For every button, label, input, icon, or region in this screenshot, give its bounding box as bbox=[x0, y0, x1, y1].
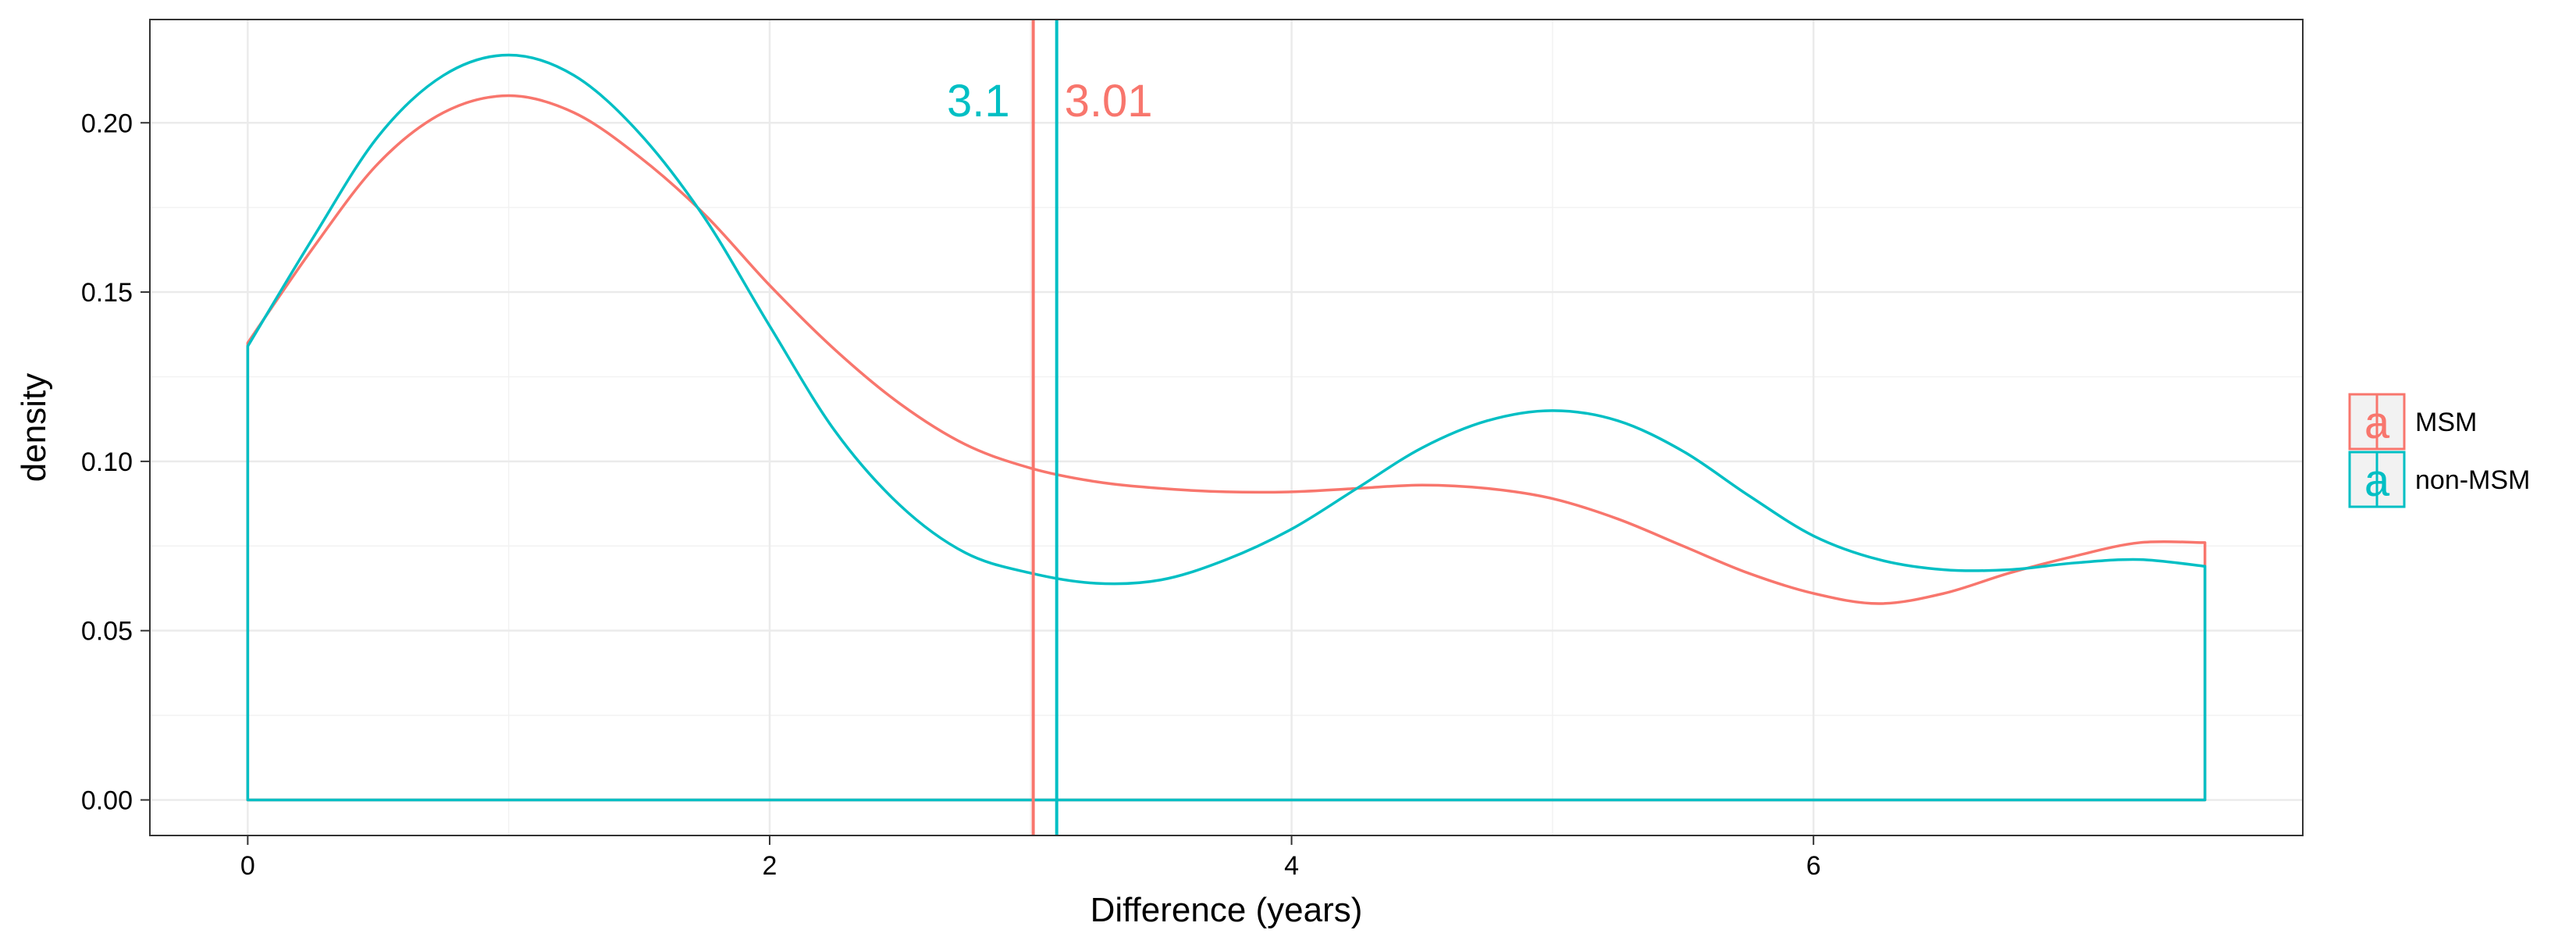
y-tick-label: 0.05 bbox=[81, 617, 133, 647]
minor-gridlines bbox=[150, 20, 2303, 835]
plot-panel bbox=[150, 20, 2303, 835]
density-curves bbox=[246, 53, 2207, 802]
density-curve-msm bbox=[246, 94, 2207, 802]
y-axis-title: density bbox=[15, 373, 53, 482]
axes: 0 2 4 6 0.00 0.05 0.10 0.15 0.20 Difference (year… bbox=[15, 109, 1821, 929]
mean-label-msm: 3.01 bbox=[1065, 76, 1153, 126]
mean-label-non-msm: 3.1 bbox=[947, 76, 1010, 126]
legend: a MSM a non-MSM bbox=[2348, 393, 2530, 508]
y-tick-label: 0.20 bbox=[81, 109, 133, 138]
panel-border-rect bbox=[149, 19, 2304, 836]
legend-key-glyph: a bbox=[2364, 455, 2390, 506]
panel-border bbox=[149, 19, 2304, 836]
y-tick-label: 0.00 bbox=[81, 786, 133, 815]
legend-label-msm: MSM bbox=[2415, 408, 2477, 437]
legend-label-non-msm: non-MSM bbox=[2415, 465, 2530, 495]
legend-key-glyph: a bbox=[2364, 397, 2390, 448]
x-axis-title: Difference (years) bbox=[1091, 891, 1363, 929]
y-tick-label: 0.15 bbox=[81, 278, 133, 308]
panel-background bbox=[150, 20, 2303, 835]
x-tick-label: 2 bbox=[763, 851, 777, 881]
mean-lines bbox=[1031, 20, 1059, 835]
density-curve-non-msm bbox=[246, 53, 2207, 802]
x-tick-label: 0 bbox=[240, 851, 255, 881]
x-tick-label: 6 bbox=[1806, 851, 1821, 881]
y-tick-label: 0.10 bbox=[81, 447, 133, 477]
mean-annotations: 3.01 3.1 bbox=[947, 76, 1152, 126]
x-tick-label: 4 bbox=[1284, 851, 1299, 881]
